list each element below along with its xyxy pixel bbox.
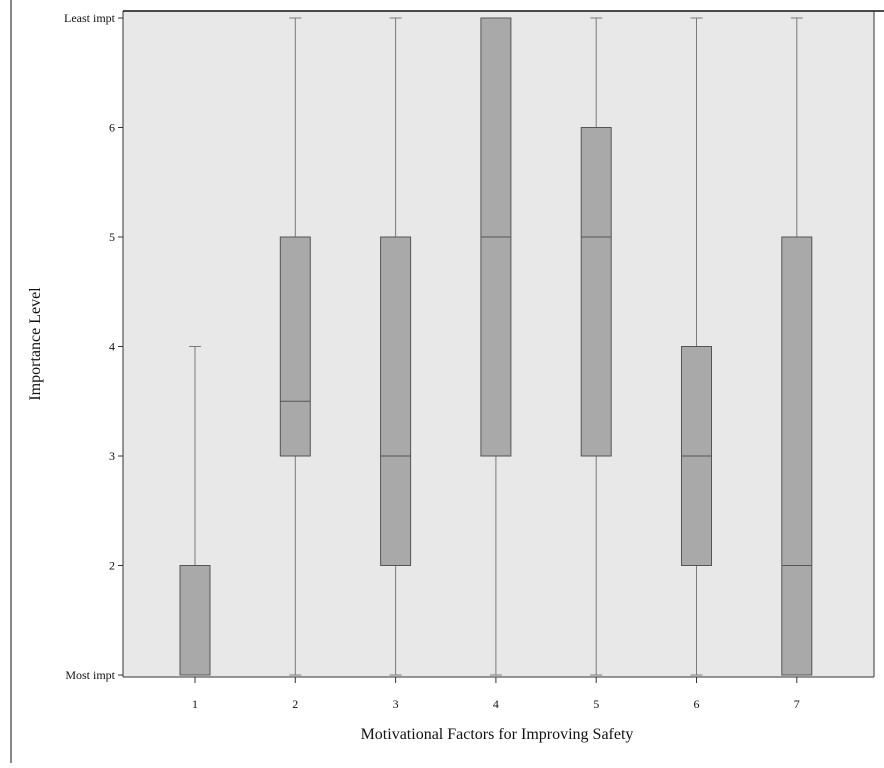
box-group-2 [279, 17, 311, 676]
x-tick-label-5: 6 [694, 697, 700, 711]
y-tick-label-1: 2 [109, 559, 115, 573]
box-group-6 [681, 17, 712, 676]
box-3 [380, 236, 412, 566]
x-tick-label-1: 2 [292, 697, 298, 711]
box-group-5 [580, 17, 612, 676]
x-tick-label-6: 7 [794, 697, 800, 711]
box-group-7 [781, 17, 813, 676]
box-group-4 [480, 17, 512, 676]
y-tick-label-2: 3 [109, 449, 115, 463]
box-group-1 [179, 346, 211, 676]
y-tick-label-6: Least impt [64, 11, 116, 25]
box-group-3 [380, 17, 412, 676]
y-tick-label-4: 5 [109, 230, 115, 244]
y-tick-label-5: 6 [109, 121, 115, 135]
x-ticks-layer: 1 2 3 4 5 6 7 [192, 677, 800, 711]
x-tick-label-3: 4 [493, 697, 499, 711]
x-tick-label-4: 5 [593, 697, 599, 711]
y-axis-title: Importance Level [27, 287, 44, 401]
y-tick-label-0: Most impt [65, 668, 115, 682]
y-tick-label-3: 4 [109, 340, 115, 354]
y-ticks-layer: Most impt 2 3 4 5 6 Least impt [64, 11, 123, 682]
box-5 [580, 127, 612, 457]
x-tick-label-0: 1 [192, 697, 198, 711]
x-axis-title: Motivational Factors for Improving Safet… [361, 726, 634, 743]
boxes-layer [179, 17, 813, 676]
box-1 [179, 565, 211, 676]
x-tick-label-2: 3 [393, 697, 399, 711]
box-7 [781, 236, 813, 676]
box-2 [279, 236, 311, 457]
